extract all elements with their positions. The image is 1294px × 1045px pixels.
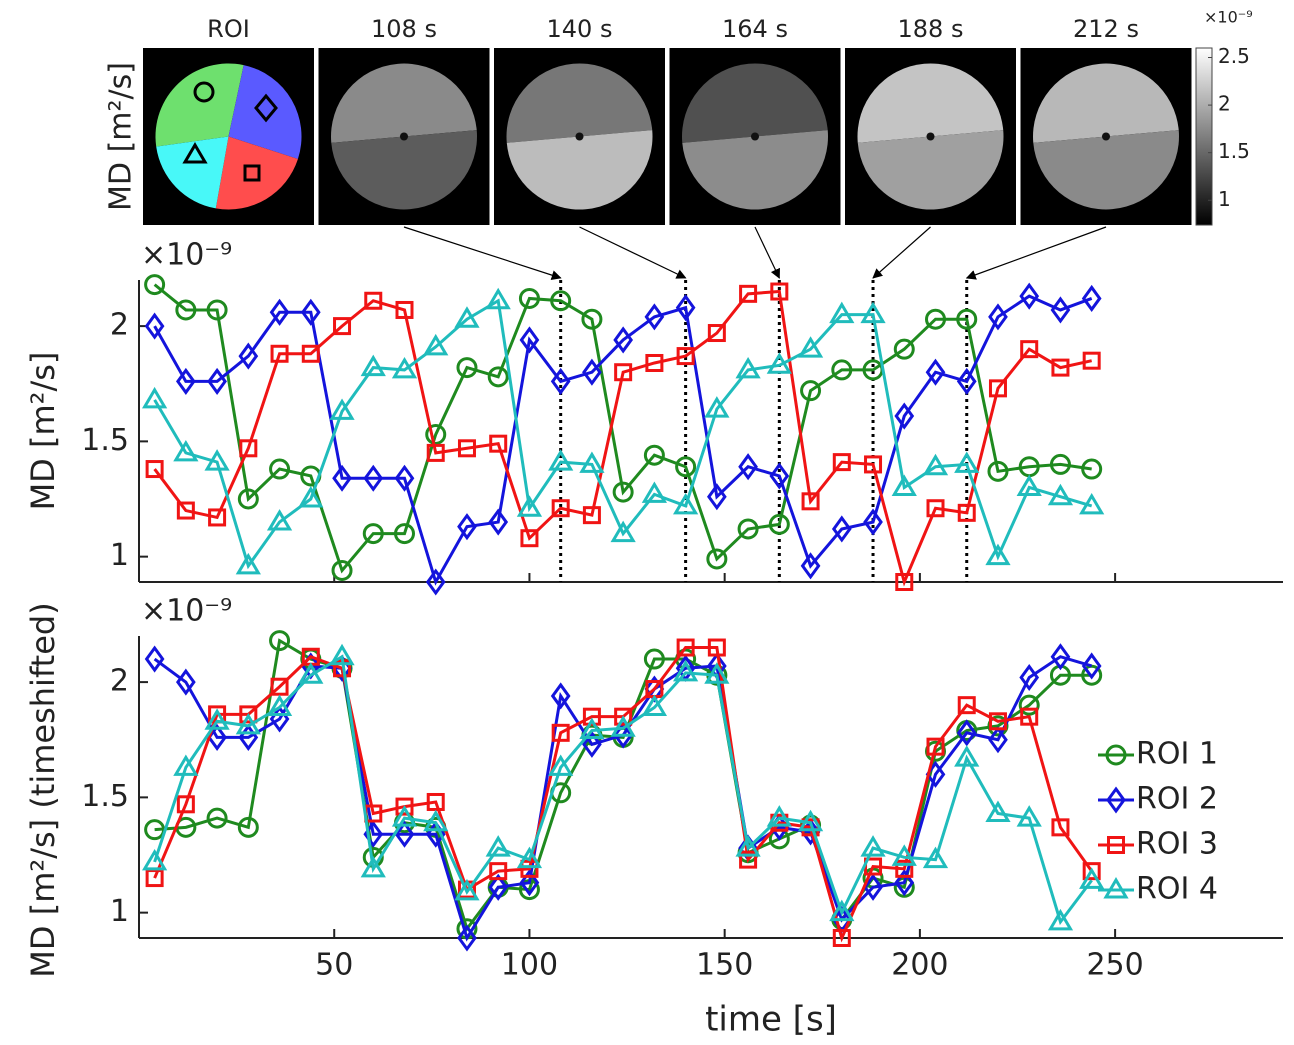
y-tick-label: 2 (110, 308, 129, 343)
y-tick-label: 1.5 (81, 423, 129, 458)
series-line (155, 657, 1092, 922)
time-marker-arrow (873, 227, 930, 278)
series-line (155, 641, 1092, 929)
colorbar-tick-label: 1 (1218, 187, 1231, 211)
colorbar (1196, 48, 1212, 225)
series (147, 646, 1100, 949)
y-tick-label: 1 (110, 894, 129, 929)
legend-label: ROI 4 (1136, 872, 1218, 907)
legend-label: ROI 1 (1136, 737, 1218, 772)
series (147, 285, 1100, 593)
series-line (155, 657, 1092, 938)
colorbar-tick-label: 1.5 (1218, 139, 1250, 163)
image-center (1102, 133, 1110, 141)
time-marker-arrow (967, 227, 1106, 278)
image-title: 164 s (722, 15, 788, 43)
colorbar-tick-label: 2 (1218, 92, 1231, 116)
y-tick-label: 1 (110, 538, 129, 573)
x-tick-label: 100 (501, 948, 558, 983)
image-title: 140 s (547, 15, 613, 43)
y-multiplier: ×10⁻⁹ (141, 594, 232, 629)
image-panel-ylabel: MD [m²/s] (104, 62, 139, 211)
legend-label: ROI 2 (1136, 782, 1218, 817)
legend-entry: ROI 3 (1098, 827, 1218, 862)
y-tick-label: 1.5 (81, 779, 129, 814)
colorbar-tick-label: 2.5 (1218, 44, 1250, 68)
legend-entry: ROI 4 (1098, 872, 1218, 907)
x-tick-label: 250 (1086, 948, 1143, 983)
y-axis-label: MD [m²/s] (timeshifted) (24, 602, 62, 977)
image-title: 188 s (898, 15, 964, 43)
x-tick-label: 200 (891, 948, 948, 983)
time-marker-arrow (580, 227, 686, 278)
legend-entry: ROI 2 (1098, 782, 1218, 817)
image-title: ROI (207, 15, 250, 43)
legend-label: ROI 3 (1136, 827, 1218, 862)
time-marker-arrow (404, 227, 561, 278)
image-title: 108 s (371, 15, 437, 43)
x-tick-label: 150 (696, 948, 753, 983)
legend-entry: ROI 1 (1098, 737, 1218, 772)
image-title: 212 s (1073, 15, 1139, 43)
colorbar-multiplier: ×10⁻⁹ (1204, 8, 1253, 27)
y-tick-label: 2 (110, 664, 129, 699)
series-line (155, 292, 1092, 582)
x-tick-label: 50 (315, 948, 353, 983)
time-marker-arrow (755, 227, 779, 278)
image-center (751, 133, 759, 141)
image-center (400, 133, 408, 141)
series (145, 291, 1102, 573)
y-axis-label: MD [m²/s] (24, 352, 62, 511)
image-center (576, 133, 584, 141)
page: MD [m²/s] ROI 108 s 140 s 164 s 188 s 212 s 1 1.… (0, 0, 1294, 1045)
x-axis-label: time [s] (705, 1000, 837, 1040)
figure: MD [m²/s] ROI 108 s 140 s 164 s 188 s 212 s 1 1.… (0, 0, 1294, 1045)
data-point (145, 390, 165, 407)
image-center (927, 133, 935, 141)
y-multiplier: ×10⁻⁹ (141, 238, 232, 273)
